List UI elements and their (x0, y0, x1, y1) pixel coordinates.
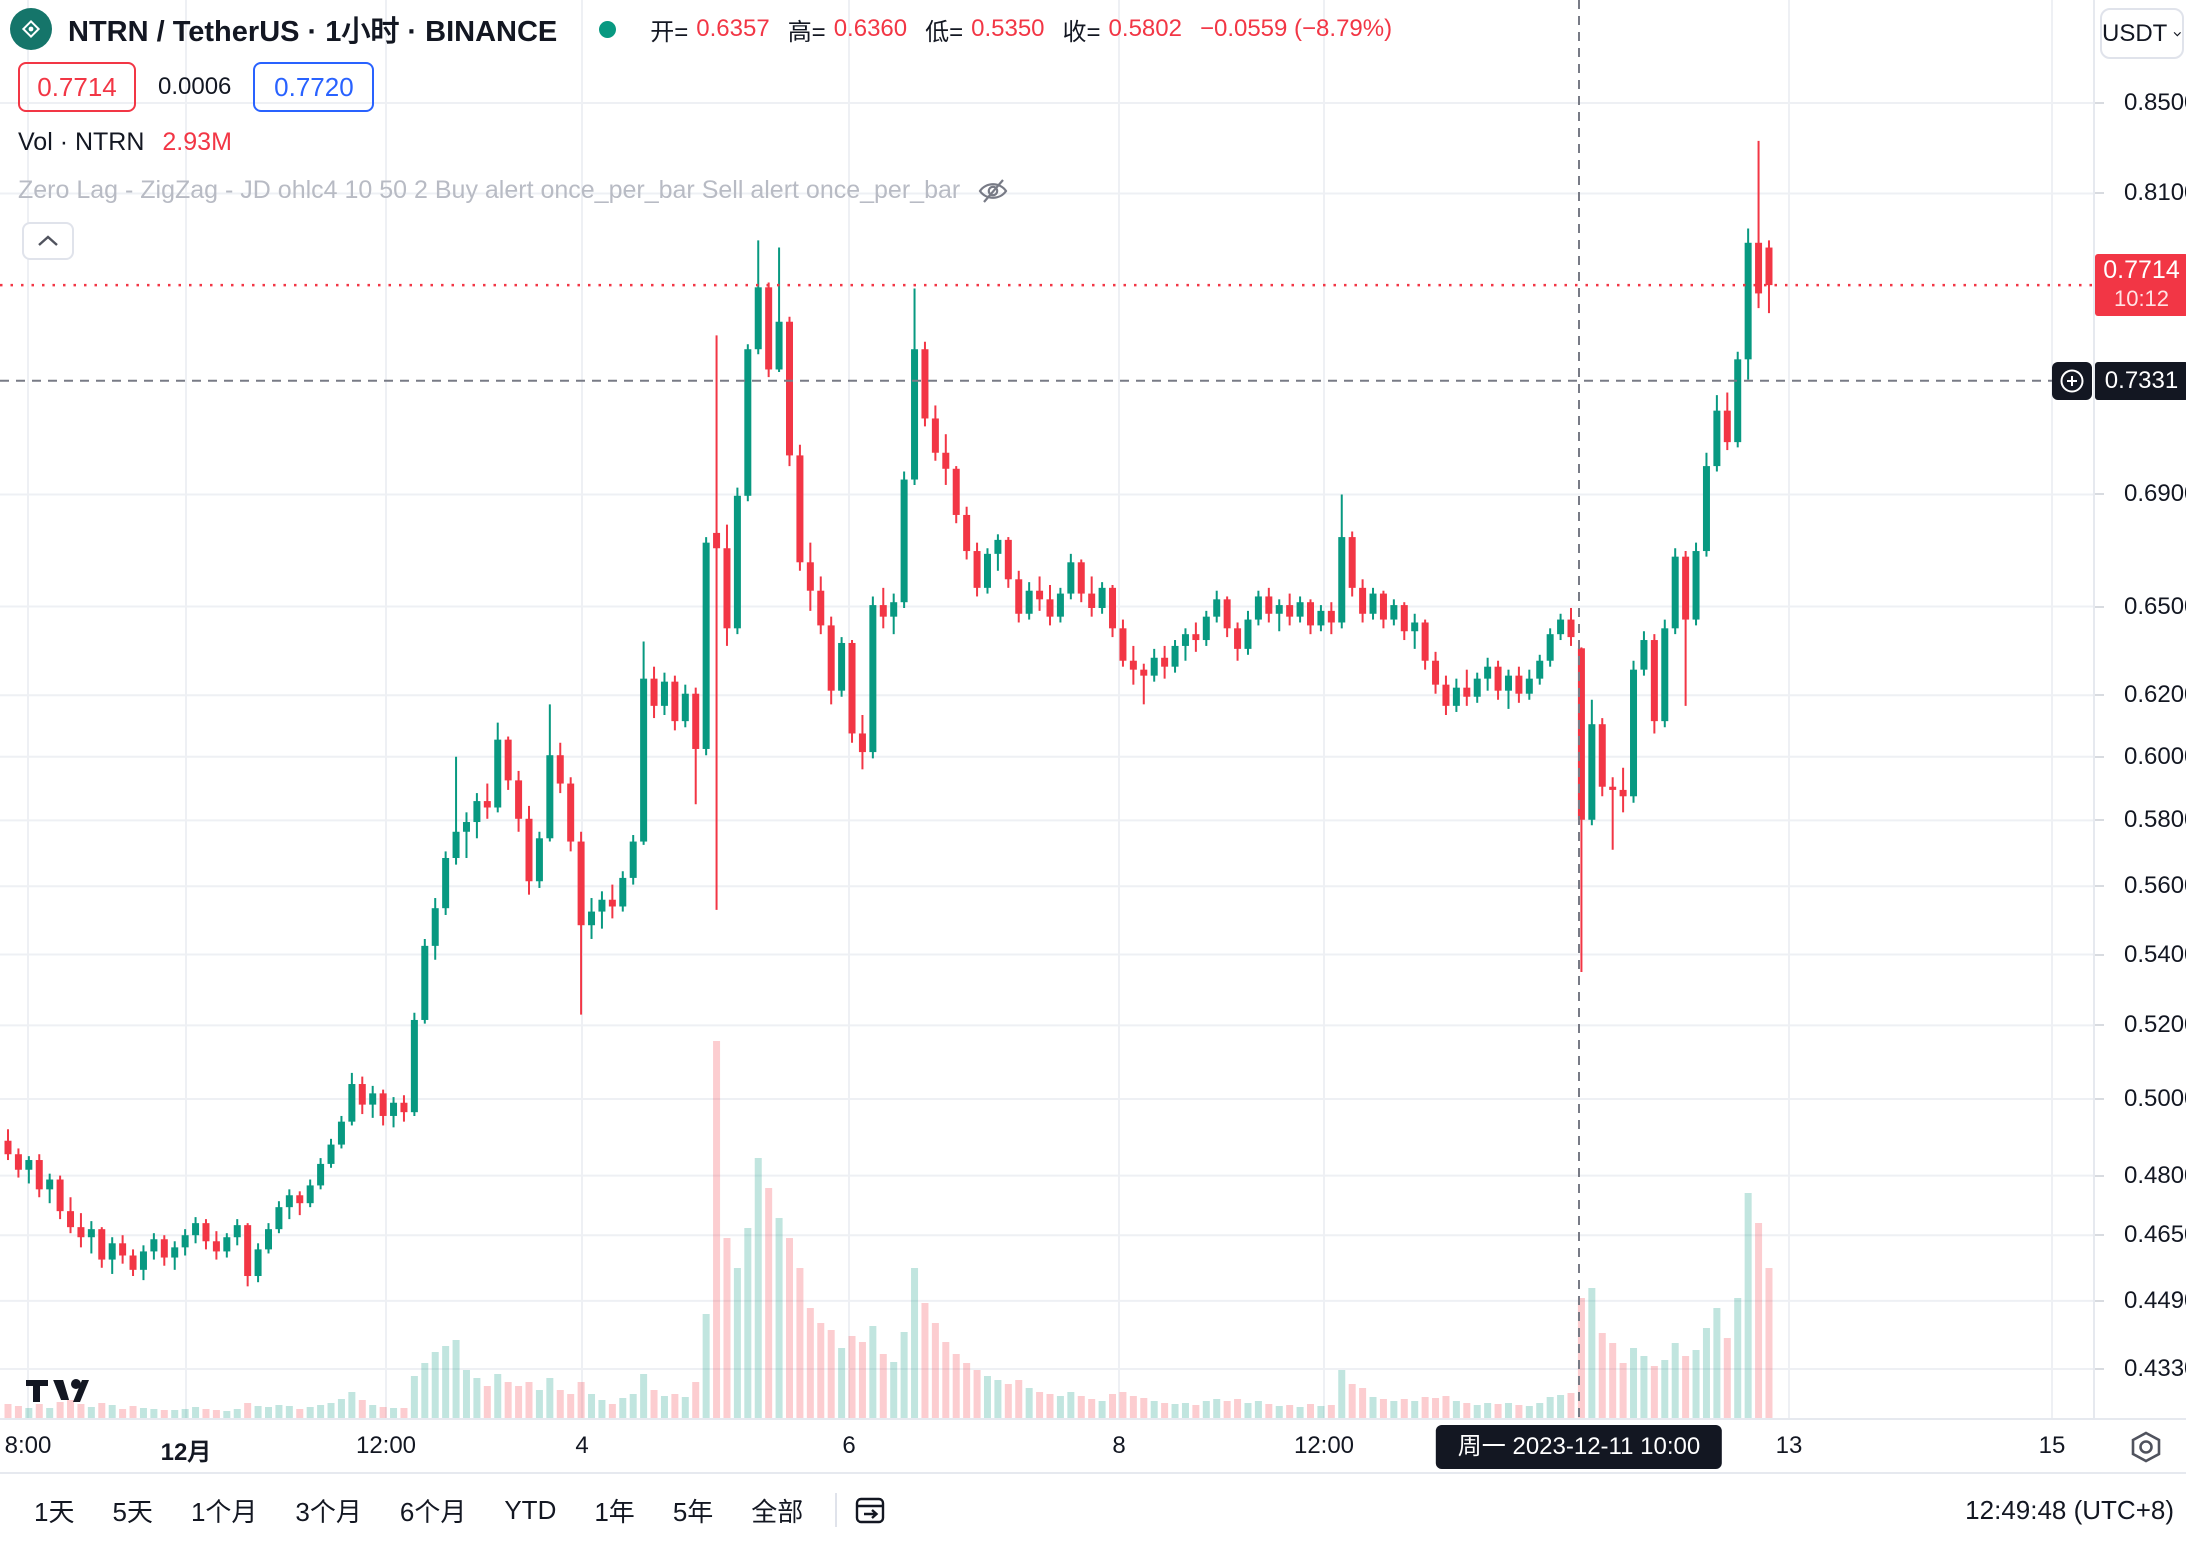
crosshair-price-badge: 0.7331 (2095, 361, 2186, 400)
close-value: 0.5802 (1108, 15, 1182, 42)
range-button-1年[interactable]: 1年 (594, 1496, 635, 1527)
time-tick-label: 12:00 (355, 1432, 417, 1459)
price-tick-mark (2095, 819, 2104, 822)
price-tick-mark (2095, 1024, 2104, 1027)
go-to-date-button[interactable] (853, 1493, 887, 1527)
bar-countdown: 10:12 (2113, 286, 2170, 312)
high-value: 0.6360 (833, 15, 908, 42)
bottom-toolbar: 1天 5天 1个月 3个月 6个月 YTD 1年 5年 全部 12:49:48 (UTC+8) (0, 1472, 2186, 1544)
open-value: 0.6357 (696, 15, 770, 42)
sell-bid-button[interactable]: 0.7714 (18, 62, 136, 112)
price-tick-mark (2095, 493, 2104, 496)
tradingview-logo[interactable] (24, 1372, 90, 1411)
calendar-goto-icon (856, 1497, 885, 1524)
price-tick-mark (2095, 1174, 2104, 1177)
crosshair-time-badge: 周一 2023-12-11 10:00 (1435, 1425, 1723, 1469)
time-tick-label: 12:00 (1293, 1432, 1355, 1459)
time-tick-label: 4 (575, 1432, 589, 1459)
time-tick-label: 15 (2038, 1432, 2066, 1459)
buy-ask-button[interactable]: 0.7720 (253, 62, 375, 112)
indicator-title: Zero Lag - ZigZag - JD ohlc4 10 50 2 Buy… (18, 176, 961, 204)
price-tick-mark (2095, 1299, 2104, 1302)
time-tick-label: 12月 (160, 1439, 212, 1466)
chevron-down-icon (2174, 31, 2182, 36)
ohlc-readout: 开= 0.6357 高= 0.6360 低= 0.5350 收= 0.5802 −0.0… (650, 12, 1402, 47)
volume-label: Vol · NTRN (18, 128, 145, 156)
volume-readout: Vol · NTRN 2.93M (18, 128, 232, 157)
change-value: −0.0559 (−8.79%) (1199, 15, 1393, 42)
circle-plus-icon (2060, 369, 2084, 393)
add-alert-plus-button[interactable] (2052, 361, 2092, 400)
time-axis[interactable]: 周一 2023-12-11 10:00 8:00 12月 12:00 4 6 8 12:00… (0, 1418, 2186, 1474)
range-button-6个月[interactable]: 6个月 (399, 1496, 467, 1527)
range-button-5天[interactable]: 5天 (112, 1496, 153, 1527)
axis-settings-button[interactable] (2128, 1430, 2164, 1469)
symbol-header-row: NTRN / TetherUS · 1小时 · BINANCE 开= 0.6357… (10, 8, 1402, 50)
range-button-1个月[interactable]: 1个月 (190, 1496, 258, 1527)
high-label: 高= (787, 18, 826, 46)
close-label: 收= (1062, 18, 1101, 46)
range-button-3个月[interactable]: 3个月 (295, 1496, 362, 1527)
date-range-buttons: 1天 5天 1个月 3个月 6个月 YTD 1年 5年 全部 (0, 1484, 815, 1537)
gear-hexagon-icon (2131, 1431, 2161, 1463)
last-price-badge[interactable]: 0.7714 10:12 (2095, 254, 2186, 317)
chevron-up-icon (38, 235, 58, 246)
price-tick-mark (2095, 192, 2104, 195)
price-tick-mark (2095, 755, 2104, 758)
range-button-1天[interactable]: 1天 (34, 1496, 75, 1527)
clock-utc-offset[interactable]: 12:49:48 (UTC+8) (1965, 1494, 2174, 1525)
volume-value: 2.93M (162, 128, 232, 156)
price-tick-mark (2095, 605, 2104, 608)
spread-value: 0.0006 (158, 73, 232, 100)
candlestick-chart[interactable] (0, 0, 2093, 1418)
indicator-row[interactable]: Zero Lag - ZigZag - JD ohlc4 10 50 2 Buy… (18, 176, 1010, 205)
toolbar-separator (835, 1493, 838, 1527)
time-tick-label: 6 (842, 1432, 856, 1459)
range-button-5年[interactable]: 5年 (672, 1496, 714, 1527)
price-tick-mark (2095, 1368, 2104, 1371)
range-button-YTD[interactable]: YTD (504, 1494, 557, 1525)
price-tick-mark (2095, 1097, 2104, 1100)
symbol-title[interactable]: NTRN / TetherUS · 1小时 · BINANCE (68, 16, 558, 48)
price-tick-mark (2095, 102, 2104, 104)
open-label: 开= (650, 18, 689, 46)
time-tick-label: 13 (1775, 1432, 1803, 1459)
range-button-全部[interactable]: 全部 (751, 1496, 804, 1527)
price-tick-mark (2095, 1234, 2104, 1237)
symbol-logo-icon (10, 8, 52, 50)
market-status-dot[interactable] (599, 20, 617, 38)
last-price-value: 0.7714 (2103, 256, 2180, 285)
collapse-legend-button[interactable] (22, 222, 74, 260)
currency-toggle-button[interactable]: USDT (2100, 8, 2184, 59)
price-tick-mark (2095, 885, 2104, 888)
eye-hidden-icon[interactable] (976, 177, 1010, 205)
bid-ask-row: 0.7714 0.0006 0.7720 (18, 62, 375, 112)
low-label: 低= (925, 18, 964, 46)
time-tick-label: 8:00 (4, 1432, 52, 1459)
low-value: 0.5350 (971, 15, 1045, 42)
price-tick-mark (2095, 953, 2104, 956)
price-tick-label: 0.4330 (2124, 1355, 2186, 1383)
time-tick-label: 8 (1112, 1432, 1126, 1459)
price-tick-mark (2095, 694, 2104, 697)
currency-label: USDT (2102, 19, 2168, 47)
